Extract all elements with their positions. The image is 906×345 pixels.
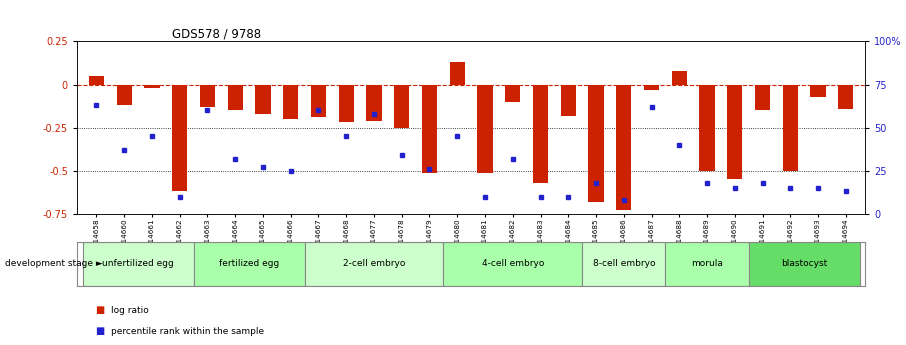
Bar: [561, 85, 576, 116]
Text: ■: ■: [95, 326, 104, 336]
Bar: [89, 76, 104, 85]
Bar: [82, 241, 194, 286]
Bar: [506, 85, 520, 102]
Text: 2-cell embryo: 2-cell embryo: [342, 259, 405, 268]
Text: percentile rank within the sample: percentile rank within the sample: [111, 327, 265, 336]
Bar: [227, 85, 243, 110]
Bar: [194, 241, 304, 286]
Text: GDS578 / 9788: GDS578 / 9788: [171, 27, 261, 40]
Text: 4-cell embryo: 4-cell embryo: [482, 259, 544, 268]
Bar: [311, 85, 326, 117]
Text: 8-cell embryo: 8-cell embryo: [593, 259, 655, 268]
Bar: [665, 241, 748, 286]
Bar: [443, 241, 583, 286]
Bar: [783, 85, 798, 171]
Text: development stage ►: development stage ►: [5, 259, 102, 268]
Bar: [616, 85, 631, 210]
Bar: [477, 85, 493, 172]
Bar: [339, 85, 354, 122]
Bar: [644, 85, 660, 90]
Bar: [449, 62, 465, 85]
Bar: [533, 85, 548, 183]
Bar: [699, 85, 715, 171]
Bar: [366, 85, 381, 121]
Bar: [748, 241, 860, 286]
Bar: [144, 85, 159, 88]
Bar: [304, 241, 443, 286]
Bar: [117, 85, 132, 105]
Bar: [394, 85, 410, 128]
Bar: [583, 241, 665, 286]
Bar: [172, 85, 188, 191]
Text: log ratio: log ratio: [111, 306, 149, 315]
Bar: [728, 85, 742, 179]
Text: ■: ■: [95, 306, 104, 315]
Bar: [283, 85, 298, 119]
Bar: [200, 85, 215, 107]
Bar: [588, 85, 603, 202]
Bar: [755, 85, 770, 110]
Bar: [422, 85, 437, 172]
Bar: [671, 71, 687, 85]
Bar: [838, 85, 853, 109]
Text: morula: morula: [691, 259, 723, 268]
Text: fertilized egg: fertilized egg: [219, 259, 279, 268]
Bar: [255, 85, 271, 114]
Text: blastocyst: blastocyst: [781, 259, 827, 268]
Text: unfertilized egg: unfertilized egg: [102, 259, 174, 268]
Bar: [810, 85, 825, 97]
